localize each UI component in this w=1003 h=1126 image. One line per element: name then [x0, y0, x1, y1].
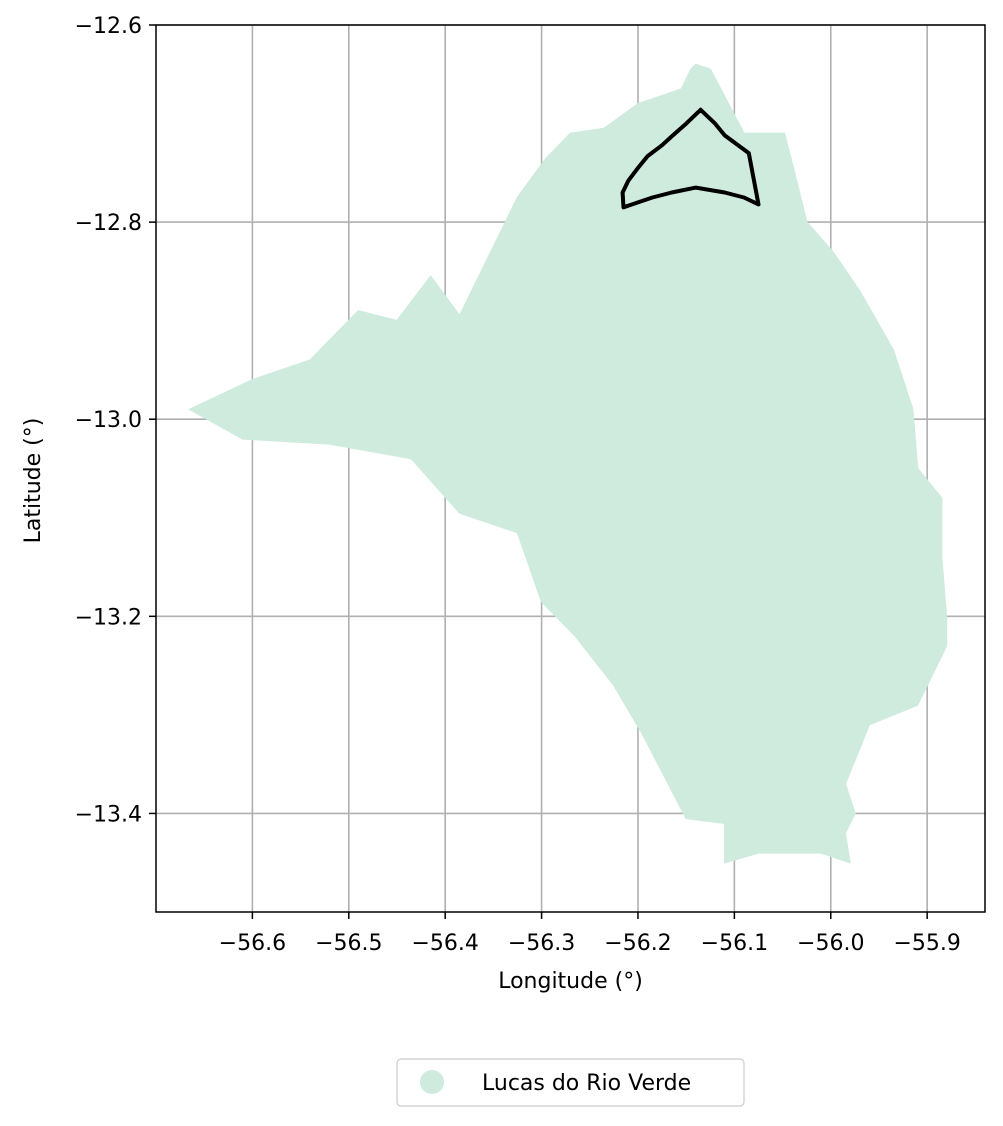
y-tick-label: −12.6 — [75, 14, 142, 39]
x-tick-label: −56.0 — [797, 931, 864, 956]
x-tick-label: −56.3 — [508, 931, 575, 956]
outline-boundary — [620, 107, 761, 210]
region-layer — [188, 63, 948, 864]
legend-box — [396, 1058, 745, 1107]
legend-label-lucas-do-rio-verde: Lucas do Rio Verde — [482, 1071, 691, 1096]
y-tick-label: −13.4 — [75, 802, 142, 827]
x-axis-label: Longitude (°) — [498, 969, 643, 994]
region-lucas-do-rio-verde — [188, 63, 948, 864]
x-tick-label: −56.5 — [315, 931, 382, 956]
outline-layer — [620, 107, 761, 210]
x-tick-label: −56.1 — [701, 931, 768, 956]
y-axis-label: Latitude (°) — [21, 418, 46, 544]
legend-marker-lucas-do-rio-verde — [420, 1070, 444, 1094]
y-tick-label: −13.0 — [75, 408, 142, 433]
x-tick-label: −56.6 — [219, 931, 286, 956]
x-ticks: −56.6 −56.5 −56.4 −56.3 −56.2 −56.1 −56.0 −55.9 — [219, 912, 961, 956]
y-tick-label: −13.2 — [75, 605, 142, 630]
x-tick-label: −55.9 — [893, 931, 960, 956]
x-tick-label: −56.2 — [604, 931, 671, 956]
plot-frame — [155, 24, 986, 913]
y-ticks: −12.6 −12.8 −13.0 −13.2 −13.4 — [75, 14, 156, 827]
legend: Lucas do Rio Verde — [396, 1058, 745, 1107]
y-tick-label: −12.8 — [75, 211, 142, 236]
x-tick-label: −56.4 — [411, 931, 478, 956]
